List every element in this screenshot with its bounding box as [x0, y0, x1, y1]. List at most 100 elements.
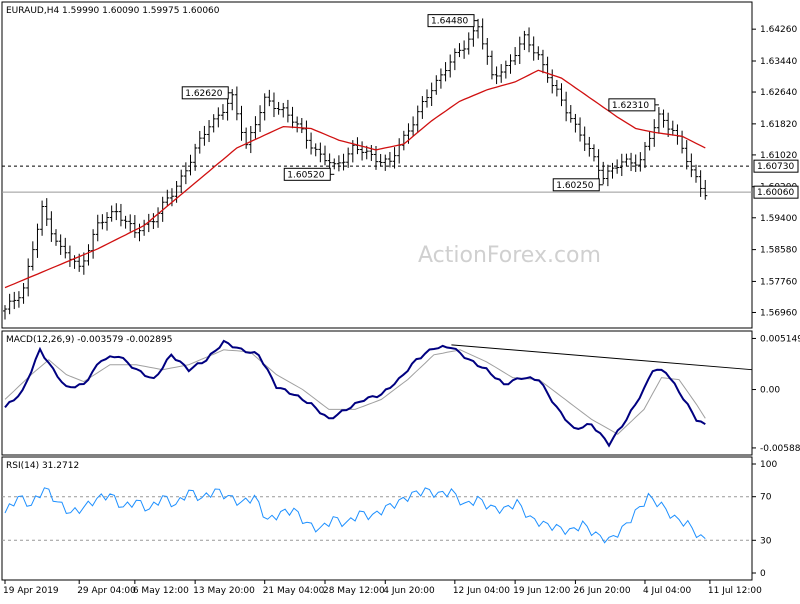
ohlc-bar [220, 104, 225, 120]
ohlc-bar [531, 36, 536, 61]
ohlc-bar [564, 91, 569, 122]
ohlc-bar [605, 164, 610, 187]
rsi-tick-label: 100 [760, 460, 777, 470]
ohlc-bar [666, 112, 671, 137]
price-tick-label: 1.61820 [760, 120, 797, 130]
price-panel: EURAUD,H4 1.59990 1.60090 1.59975 1.6006… [1, 1, 799, 329]
rsi-header: RSI(14) 31.2712 [6, 461, 79, 471]
ohlc-bar [118, 203, 123, 227]
ohlc-bar [573, 113, 578, 133]
rsi-panel: RSI(14) 31.2712 100 70 30 0 [1, 456, 777, 581]
ohlc-bar [568, 105, 573, 123]
ohlc-bar [494, 66, 499, 85]
ohlc-bar [443, 62, 448, 82]
ohlc-bar [267, 89, 272, 107]
ohlc-bar [346, 147, 351, 168]
callout-label: 1.60250 [556, 181, 593, 191]
ohlc-bar [415, 105, 420, 133]
ohlc-bar [211, 114, 216, 133]
ohlc-bar [169, 188, 174, 207]
ohlc-bar [661, 109, 666, 128]
ohlc-bar [58, 234, 63, 255]
ohlc-bar [578, 117, 583, 142]
level-price-box [753, 159, 799, 173]
ohlc-bar [684, 140, 689, 170]
ohlc-bar [633, 154, 638, 172]
time-tick-label: 28 May 12:00 [323, 586, 385, 596]
ohlc-bar [397, 138, 402, 164]
time-axis: 19 Apr 2019 29 Apr 04:006 May 12:00 13 May… [3, 580, 762, 596]
ohlc-bar [369, 145, 374, 161]
current-price-box [753, 185, 799, 199]
rsi-tick-label: 70 [760, 493, 772, 503]
ohlc-bar [16, 291, 21, 308]
macd-signal-line [4, 349, 706, 435]
ohlc-bar [508, 54, 513, 74]
ohlc-bar [332, 158, 337, 170]
time-tick-label: 21 May 04:00 [263, 586, 325, 596]
macd-header: MACD(12,26,9) -0.003579 -0.002895 [6, 335, 172, 345]
macd-tick-label: 0.00 [760, 386, 780, 396]
ohlc-bar [513, 47, 518, 66]
ohlc-bar [216, 107, 221, 128]
ohlc-bar [693, 164, 698, 183]
ohlc-bar [601, 161, 606, 185]
ohlc-bar [248, 125, 253, 154]
ohlc-bar [276, 101, 281, 115]
ohlc-bar [295, 116, 300, 133]
ohlc-bar [582, 126, 587, 151]
ohlc-bar [387, 151, 392, 168]
ohlc-bar [360, 141, 365, 161]
ohlc-bar [411, 116, 416, 137]
callout-label: 1.60520 [287, 170, 324, 180]
ohlc-bar [165, 189, 170, 207]
ohlc-bar [54, 229, 59, 246]
ohlc-bar [489, 50, 494, 80]
ohlc-bar [258, 105, 263, 132]
ohlc-bar [545, 56, 550, 83]
ohlc-bar [100, 214, 105, 230]
callout-box [608, 98, 656, 112]
time-tick-label: 29 Apr 04:00 [77, 586, 136, 596]
time-tick-label: 13 May 20:00 [193, 586, 255, 596]
ohlc-bar [452, 48, 457, 71]
ohlc-bar [503, 60, 508, 79]
ohlc-bar [142, 219, 147, 236]
price-callout: 1.62620 [181, 86, 233, 100]
callout-label: 1.62620 [185, 89, 222, 99]
price-tick-label: 1.57760 [760, 277, 797, 287]
ohlc-bar [554, 79, 559, 97]
ohlc-bar [392, 147, 397, 169]
ohlc-bar [476, 18, 481, 39]
time-tick-label: 6 May 12:00 [133, 586, 189, 596]
price-tick-label: 1.64260 [760, 25, 797, 35]
ohlc-bar [285, 99, 290, 123]
ohlc-bar [610, 162, 615, 179]
ohlc-bar [123, 215, 128, 229]
ohlc-bar [480, 18, 485, 50]
ohlc-bar [457, 43, 462, 58]
ohlc-bar [638, 152, 643, 172]
ohlc-bar [698, 170, 703, 197]
price-callout: 1.60250 [552, 178, 604, 192]
rsi-line [4, 487, 706, 544]
ohlc-bar [137, 223, 142, 242]
callout-box [427, 14, 475, 28]
ohlc-bar [680, 130, 685, 154]
ohlc-bar [591, 144, 596, 162]
ohlc-bar [318, 142, 323, 163]
ohlc-bar [624, 153, 629, 167]
rsi-tick-label: 30 [760, 536, 772, 546]
ohlc-bar [517, 36, 522, 64]
macd-line [4, 339, 706, 448]
ohlc-bar [105, 212, 110, 231]
ohlc-bar [262, 93, 267, 121]
ohlc-bar [183, 162, 188, 185]
ohlc-bar [425, 89, 430, 108]
ohlc-bar [299, 118, 304, 134]
macd-panel: MACD(12,26,9) -0.003579 -0.002895 0.00514… [1, 330, 800, 456]
time-tick-label: 4 Jun 20:00 [383, 586, 435, 596]
ohlc-bar [383, 154, 388, 171]
time-tick-label: 26 Jun 20:00 [573, 586, 630, 596]
